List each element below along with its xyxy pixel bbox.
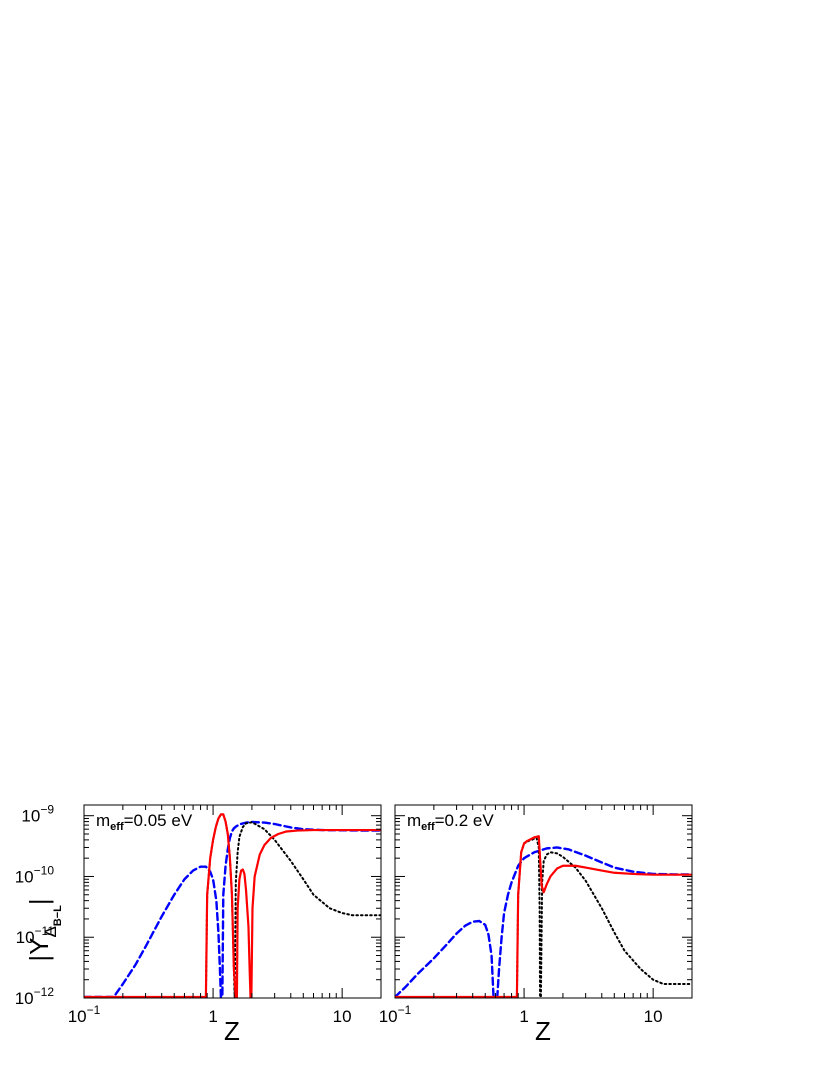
right-x-axis-label: Z	[535, 1016, 551, 1046]
right-plot-area	[394, 804, 693, 999]
right-annotation: meff=0.2 eV	[407, 811, 494, 833]
x-tick-label: 10	[333, 1007, 352, 1026]
series-group	[84, 813, 381, 998]
series-dotted-line	[395, 836, 692, 998]
x-tick-label: 10	[644, 1007, 663, 1026]
y-tick-label: 10−9	[21, 803, 54, 826]
plot-frame	[394, 804, 693, 999]
left-plot-area	[83, 804, 382, 999]
series-solid-line	[395, 835, 692, 998]
right-panel: 10−1 1 10	[379, 804, 693, 1026]
y-tick-label: 10−10	[15, 863, 55, 886]
x-tick-label: 10−1	[379, 1003, 412, 1026]
right-y-ticks	[395, 815, 692, 999]
left-annotation: meff=0.05 eV	[96, 811, 193, 833]
series-dashed-line	[84, 820, 381, 998]
series-group	[395, 835, 692, 998]
left-y-ticks: 10−12 10−11 10−10 10−9	[15, 803, 381, 1008]
series-dashed-line	[395, 846, 692, 998]
x-tick-label: 1	[519, 1007, 528, 1026]
left-x-axis-label: Z	[224, 1016, 240, 1046]
x-tick-label: 1	[208, 1007, 217, 1026]
y-tick-label: 10−11	[16, 924, 55, 947]
series-solid-line	[84, 813, 381, 998]
left-x-ticks: 10−1 1 10	[68, 805, 382, 1026]
y-axis-label: |YΔB−L|	[24, 898, 64, 961]
right-x-ticks: 10−1 1 10	[379, 805, 693, 1026]
plot-frame	[83, 804, 382, 999]
x-tick-label: 10−1	[68, 1003, 101, 1026]
y-tick-label: 10−12	[15, 985, 55, 1008]
